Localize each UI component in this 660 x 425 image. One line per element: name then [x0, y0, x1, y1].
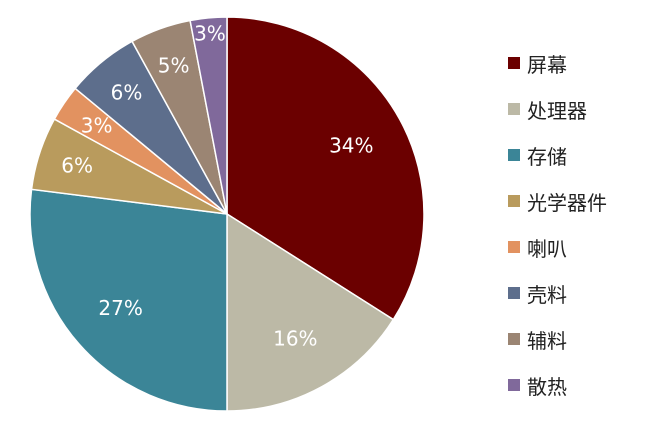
- legend: 屏幕 处理器 存储 光学器件 喇叭 壳料 辅料 散热: [508, 40, 607, 408]
- legend-item: 壳料: [508, 270, 607, 316]
- legend-swatch: [508, 287, 520, 299]
- legend-swatch: [508, 333, 520, 345]
- slice-data-label: 27%: [98, 296, 142, 320]
- slice-data-label: 3%: [194, 22, 226, 46]
- pie-slice: [226, 16, 425, 321]
- slice-data-label: 3%: [81, 113, 113, 137]
- pie-chart: 34%16%27%6%3%6%5%3%: [29, 16, 425, 412]
- legend-label: 存储: [527, 144, 567, 169]
- pie-slices: [29, 16, 425, 412]
- legend-swatch: [508, 103, 520, 115]
- legend-swatch: [508, 57, 520, 69]
- legend-swatch: [508, 149, 520, 161]
- legend-swatch: [508, 195, 520, 207]
- legend-label: 处理器: [527, 98, 587, 123]
- legend-label: 屏幕: [527, 52, 567, 77]
- legend-swatch: [508, 241, 520, 253]
- legend-label: 辅料: [527, 328, 567, 353]
- legend-item: 辅料: [508, 316, 607, 362]
- legend-label: 光学器件: [527, 190, 607, 215]
- pie-slice: [189, 16, 228, 215]
- slice-data-label: 34%: [329, 134, 373, 158]
- legend-item: 屏幕: [508, 40, 607, 86]
- legend-item: 散热: [508, 362, 607, 408]
- slice-data-label: 6%: [111, 81, 143, 105]
- slice-data-label: 5%: [158, 54, 190, 78]
- slice-data-label: 6%: [61, 153, 93, 177]
- legend-label: 散热: [527, 374, 567, 399]
- legend-label: 壳料: [527, 282, 567, 307]
- legend-item: 喇叭: [508, 224, 607, 270]
- pie-slice: [29, 188, 228, 412]
- legend-swatch: [508, 379, 520, 391]
- legend-item: 处理器: [508, 86, 607, 132]
- slice-data-label: 16%: [273, 326, 317, 350]
- legend-item: 光学器件: [508, 178, 607, 224]
- legend-label: 喇叭: [527, 236, 567, 261]
- legend-item: 存储: [508, 132, 607, 178]
- pie-data-labels: 34%16%27%6%3%6%5%3%: [61, 22, 373, 351]
- pie-slice: [226, 212, 395, 412]
